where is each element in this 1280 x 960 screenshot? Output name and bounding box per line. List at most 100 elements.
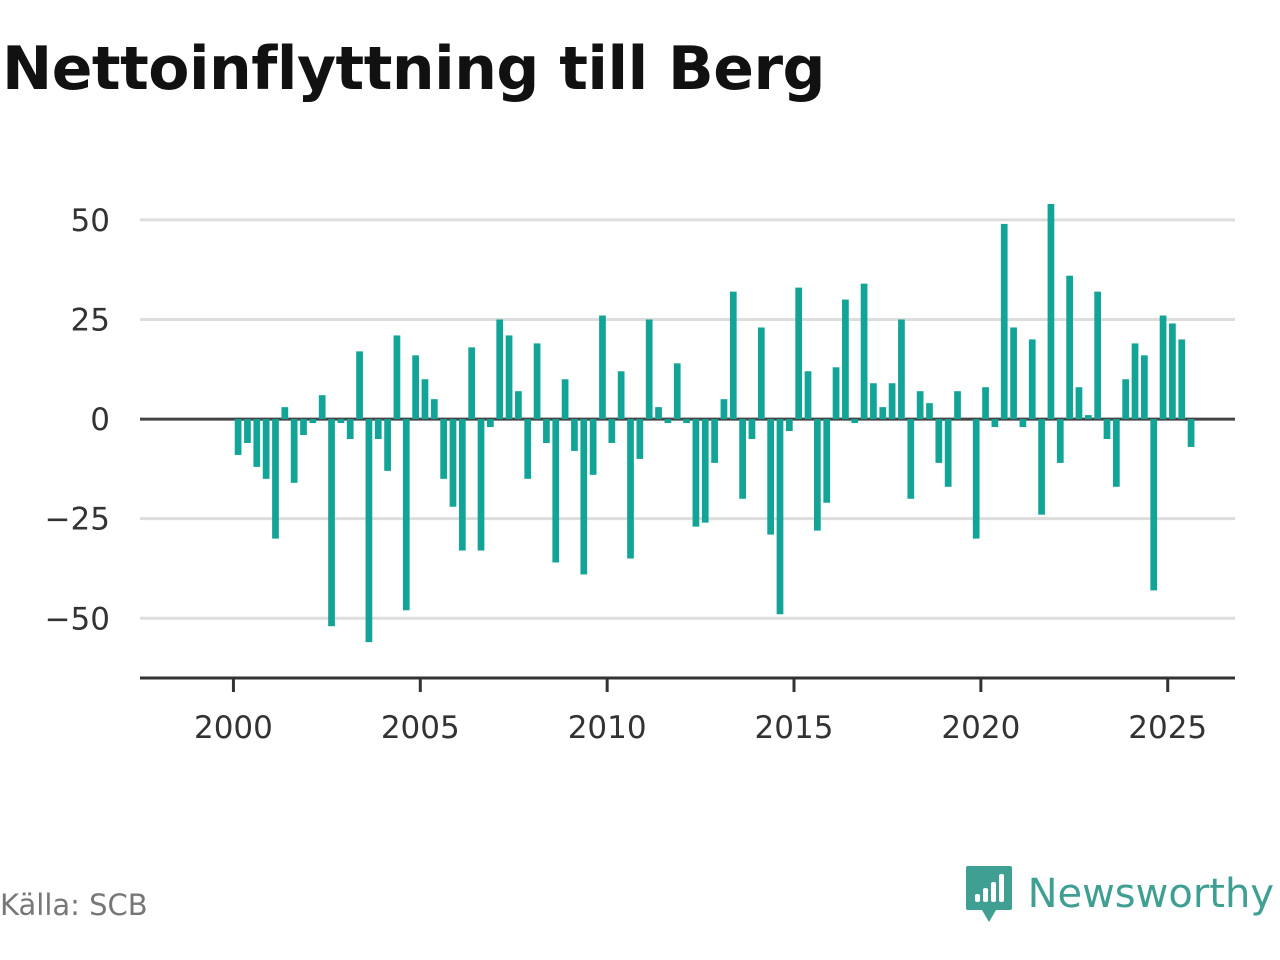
x-tick-label: 2000 (194, 710, 273, 746)
y-tick-label: 50 (71, 203, 110, 239)
bar (991, 419, 999, 428)
bar (1028, 339, 1036, 420)
bar (515, 391, 522, 420)
bar (785, 419, 793, 432)
bar (1150, 419, 1158, 591)
brand-logo: Newsworthy (964, 864, 1274, 924)
bar (1066, 275, 1073, 420)
brand-name: Newsworthy (1027, 871, 1274, 917)
bar (290, 419, 298, 483)
bar (935, 419, 943, 463)
bar (655, 407, 662, 420)
bar (767, 419, 775, 535)
source-note: Källa: SCB (0, 888, 148, 922)
bar (281, 407, 289, 420)
bar (468, 347, 476, 420)
bars (234, 203, 1195, 643)
bar (477, 419, 485, 551)
bar (337, 419, 345, 424)
bar (384, 419, 391, 471)
bar (842, 299, 849, 420)
bar (683, 419, 690, 424)
bar (505, 335, 513, 420)
bar (645, 319, 653, 420)
bar (944, 419, 952, 487)
bar (711, 419, 718, 463)
bar (972, 419, 980, 539)
bar (552, 419, 560, 563)
bar (898, 319, 905, 420)
bar (776, 419, 784, 615)
bar (1169, 323, 1176, 420)
bar (617, 371, 625, 420)
bar (589, 419, 597, 475)
bar (804, 371, 812, 420)
bar (795, 287, 803, 420)
chart-title: Nettoinflyttning till Berg (2, 34, 826, 104)
bar (1019, 419, 1027, 428)
bar (486, 419, 494, 428)
bar (982, 387, 989, 420)
bar (916, 391, 924, 420)
bar (832, 367, 840, 420)
bar (430, 399, 438, 420)
bar (1056, 419, 1064, 463)
bar (1075, 387, 1083, 420)
bar (458, 419, 466, 551)
bar (440, 419, 448, 479)
x-tick-label: 2025 (1128, 710, 1207, 746)
bar (692, 419, 700, 527)
x-tick-label: 2010 (568, 710, 647, 746)
bar (402, 419, 410, 611)
bar (1122, 379, 1130, 420)
bar (1103, 419, 1111, 439)
bar (365, 419, 373, 643)
bar (860, 283, 868, 420)
bar (1112, 419, 1120, 487)
bar (739, 419, 746, 499)
x-tick-label: 2020 (941, 710, 1020, 746)
bar (729, 291, 737, 420)
y-tick-label: −50 (45, 601, 110, 637)
bar (664, 419, 672, 424)
bar (543, 419, 550, 443)
bar (533, 343, 541, 420)
bar (1084, 415, 1092, 420)
bar (599, 315, 606, 420)
bar (580, 419, 588, 575)
bar (1038, 419, 1045, 515)
bar (1178, 339, 1186, 420)
bar (262, 419, 270, 479)
bar (673, 363, 681, 420)
bar (449, 419, 457, 507)
bar (374, 419, 382, 439)
bar (356, 351, 363, 420)
bar (309, 419, 317, 424)
bar (524, 419, 532, 479)
bar (608, 419, 616, 443)
bar (300, 419, 307, 436)
bar (1094, 291, 1102, 420)
bar (1187, 419, 1195, 447)
bar (412, 355, 419, 420)
bar (234, 419, 242, 455)
bar (851, 419, 859, 424)
bar (561, 379, 569, 420)
bar (272, 419, 279, 539)
bar (318, 395, 326, 420)
bar (823, 419, 831, 503)
bar (1000, 223, 1008, 420)
bar (1131, 343, 1139, 420)
bar (701, 419, 709, 523)
newsworthy-logo-icon (965, 866, 1012, 922)
bar (636, 419, 644, 459)
bar (627, 419, 634, 559)
bar (814, 419, 821, 531)
bar (1047, 203, 1055, 420)
bar (1141, 355, 1148, 420)
x-tick-label: 2015 (755, 710, 834, 746)
bar (926, 403, 933, 420)
bar (421, 379, 429, 420)
bar (244, 419, 251, 443)
bar (879, 407, 887, 420)
